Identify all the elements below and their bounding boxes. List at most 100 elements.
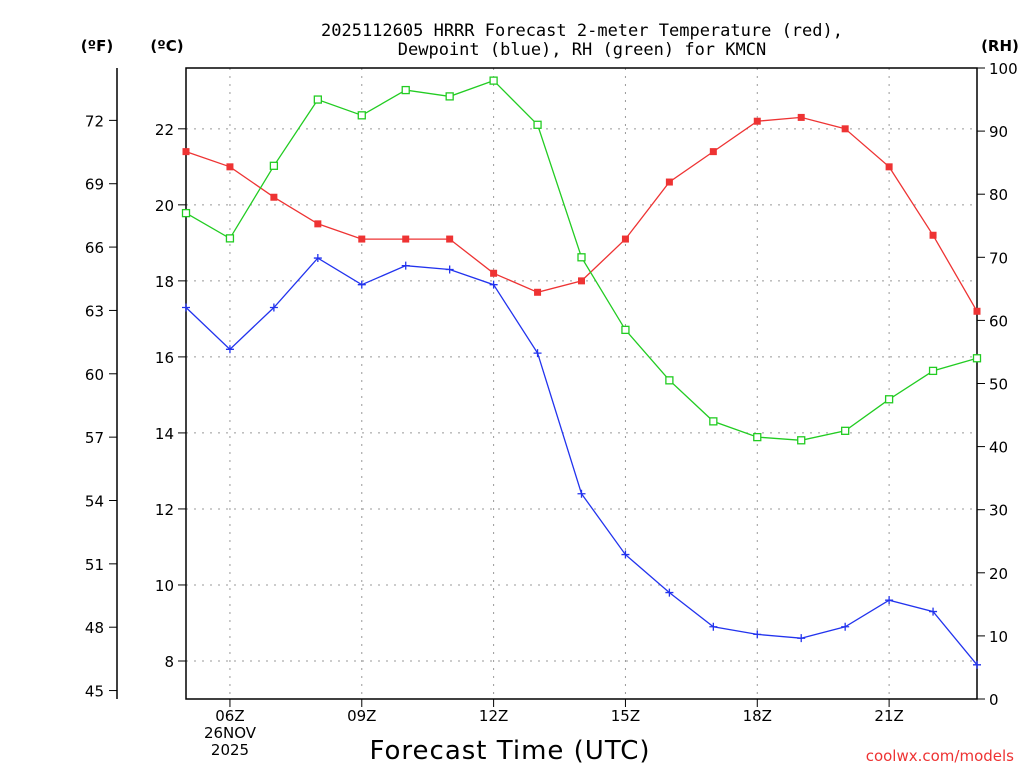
rh-point bbox=[621, 325, 630, 335]
dewpoint-point bbox=[313, 254, 322, 263]
dewpoint-point bbox=[973, 660, 981, 669]
dewpoint-point bbox=[841, 622, 850, 631]
dewpoint-point bbox=[577, 489, 586, 498]
rh-tick-label: 100 bbox=[989, 60, 1018, 78]
fahrenheit-tick-label: 60 bbox=[85, 366, 104, 384]
axes: 06Z 09Z 12Z 15Z 18Z 21Z 8 10 12 14 16 18 20 22 45 48 51 5… bbox=[85, 60, 1018, 725]
rh-tick-label: 80 bbox=[989, 186, 1008, 204]
fahrenheit-tick-label: 63 bbox=[85, 302, 104, 320]
rh-point bbox=[709, 417, 718, 426]
fahrenheit-tick-label: 57 bbox=[85, 429, 104, 447]
dewpoint-point bbox=[445, 265, 454, 274]
dewpoint-point bbox=[533, 349, 542, 358]
fahrenheit-tick-label: 66 bbox=[85, 239, 104, 257]
fahrenheit-tick-label: 69 bbox=[85, 176, 104, 194]
temperature-point bbox=[753, 117, 761, 125]
rh-point bbox=[533, 120, 542, 129]
temperature-point bbox=[314, 220, 322, 228]
temperature-point bbox=[182, 148, 190, 156]
temperature-point bbox=[709, 148, 717, 156]
rh-axis-header: (RH) bbox=[981, 37, 1019, 55]
chart-title-line1: 2025112605 HRRR Forecast 2-meter Tempera… bbox=[321, 21, 843, 41]
rh-point bbox=[269, 161, 279, 170]
dewpoint-point bbox=[401, 261, 410, 270]
dewpoint-point bbox=[797, 634, 806, 643]
x-tick-label: 06Z bbox=[215, 707, 244, 725]
x-axis-label: Forecast Time (UTC) bbox=[369, 736, 650, 766]
rh-point bbox=[797, 436, 806, 445]
chart-title-line2: Dewpoint (blue), RH (green) for KMCN bbox=[398, 40, 766, 60]
celsius-tick-label: 18 bbox=[155, 273, 174, 291]
dewpoint-point bbox=[182, 303, 190, 312]
rh-point bbox=[928, 366, 938, 376]
fahrenheit-tick-label: 72 bbox=[85, 112, 104, 130]
dewpoint-point bbox=[621, 550, 630, 559]
date-label-line2: 2025 bbox=[211, 741, 249, 759]
temperature-point bbox=[665, 178, 673, 186]
celsius-tick-label: 8 bbox=[164, 653, 174, 671]
dewpoint-point bbox=[929, 607, 938, 616]
celsius-tick-label: 14 bbox=[155, 425, 174, 443]
celsius-tick-label: 10 bbox=[155, 577, 174, 595]
dewpoint-point bbox=[753, 630, 762, 639]
rh-point bbox=[753, 432, 762, 442]
rh-tick-label: 30 bbox=[989, 502, 1008, 520]
temperature-point bbox=[358, 235, 366, 243]
rh-point bbox=[577, 253, 586, 262]
rh-point bbox=[665, 376, 674, 385]
watermark: coolwx.com/models bbox=[866, 747, 1014, 765]
temperature-point bbox=[973, 307, 981, 315]
temperature-point bbox=[226, 163, 234, 171]
temperature-point bbox=[929, 231, 937, 239]
rh-tick-label: 60 bbox=[989, 312, 1008, 330]
temperature-point bbox=[621, 235, 629, 243]
temperature-point bbox=[534, 288, 542, 296]
celsius-tick-label: 16 bbox=[155, 349, 174, 367]
rh-tick-label: 40 bbox=[989, 439, 1008, 457]
rh-point bbox=[445, 92, 454, 101]
dewpoint-point bbox=[357, 280, 366, 289]
fahrenheit-tick-label: 48 bbox=[85, 619, 104, 637]
date-label-line1: 26NOV bbox=[204, 724, 257, 742]
x-tick-label: 15Z bbox=[611, 707, 640, 725]
fahrenheit-tick-label: 45 bbox=[85, 683, 104, 701]
celsius-axis-header: (ºC) bbox=[150, 37, 183, 55]
data-series bbox=[181, 76, 982, 669]
temperature-point bbox=[578, 277, 585, 285]
rh-point bbox=[225, 234, 235, 243]
grid-lines bbox=[186, 68, 977, 699]
x-tick-label: 09Z bbox=[347, 707, 376, 725]
x-tick-label: 21Z bbox=[874, 707, 903, 725]
rh-point bbox=[313, 95, 322, 104]
rh-point bbox=[401, 85, 410, 95]
rh-tick-label: 90 bbox=[989, 123, 1008, 141]
dewpoint-series-line bbox=[185, 257, 978, 666]
fahrenheit-axis-header: (ºF) bbox=[81, 37, 113, 55]
rh-tick-label: 0 bbox=[989, 691, 999, 709]
plot-frame bbox=[185, 67, 978, 700]
x-tick-label: 18Z bbox=[743, 707, 772, 725]
rh-tick-label: 10 bbox=[989, 628, 1008, 646]
fahrenheit-tick-label: 51 bbox=[85, 556, 104, 574]
temperature-point bbox=[446, 235, 454, 243]
dewpoint-point bbox=[885, 596, 894, 605]
rh-point bbox=[181, 208, 191, 218]
temperature-point bbox=[841, 125, 849, 133]
rh-tick-label: 70 bbox=[989, 249, 1008, 267]
dewpoint-point bbox=[225, 345, 234, 354]
dewpoint-point bbox=[665, 588, 674, 597]
celsius-tick-label: 20 bbox=[155, 197, 174, 215]
rh-point bbox=[357, 111, 366, 120]
rh-point bbox=[884, 395, 894, 404]
rh-tick-label: 20 bbox=[989, 565, 1008, 583]
celsius-tick-label: 12 bbox=[155, 501, 174, 519]
rh-point bbox=[489, 76, 498, 85]
fahrenheit-tick-label: 54 bbox=[85, 492, 104, 510]
temperature-point bbox=[490, 269, 498, 277]
dewpoint-point bbox=[489, 280, 498, 289]
temperature-point bbox=[402, 235, 410, 243]
temperature-point bbox=[885, 163, 893, 171]
rh-point bbox=[841, 426, 850, 435]
x-tick-label: 12Z bbox=[479, 707, 508, 725]
